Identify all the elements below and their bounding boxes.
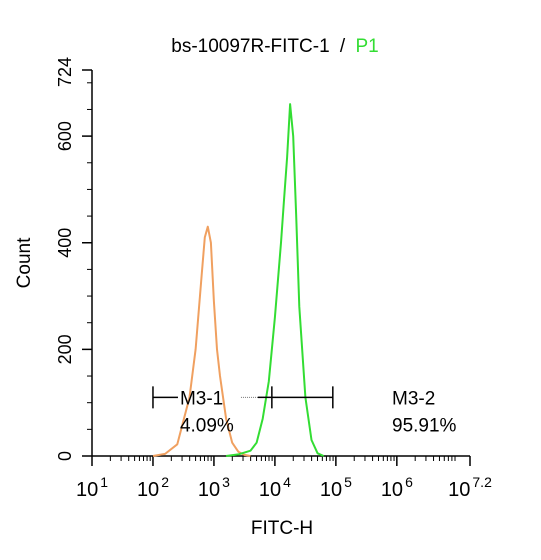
y-tick-label: 724 [55, 57, 75, 87]
y-axis-label: Count [14, 237, 35, 288]
series-2-line [225, 103, 325, 457]
series-1-line [152, 225, 251, 457]
title-separator: / [340, 36, 346, 57]
y-ticks: 0 200 400 600 724 [55, 57, 92, 461]
marker-m3-2-name: M3-2 [392, 388, 435, 409]
x-tick-label: 10 1 [76, 474, 108, 501]
x-tick-label: 10 2 [137, 474, 169, 501]
x-tick-label: 10 3 [198, 474, 230, 501]
chart-title: bs-10097R-FITC-1 / P1 [171, 36, 378, 57]
marker-m3-1-percent: 4.09% [180, 415, 234, 436]
marker-m3-2-percent: 95.91% [392, 415, 457, 436]
y-tick-label: 200 [55, 334, 75, 364]
x-tick-label: 10 4 [259, 474, 291, 501]
x-tick-label: 10 6 [381, 474, 413, 501]
x-tick-label: 10 7.2 [448, 474, 492, 501]
title-main: bs-10097R-FITC-1 [171, 36, 329, 57]
marker-m3-1-name: M3-1 [180, 388, 223, 409]
y-tick-label: 600 [55, 121, 75, 151]
y-tick-label: 0 [55, 451, 75, 461]
title-gate: P1 [355, 36, 378, 57]
series-layer [152, 103, 325, 457]
x-axis-label: FITC-H [251, 518, 313, 539]
x-tick-label: 10 5 [320, 474, 352, 501]
marker-layer: M3-1 4.09% M3-2 95.91% [152, 386, 457, 436]
x-ticks: 10 1 10 2 10 3 10 4 10 5 10 6 10 7.2 [76, 456, 492, 501]
y-tick-label: 400 [55, 228, 75, 258]
